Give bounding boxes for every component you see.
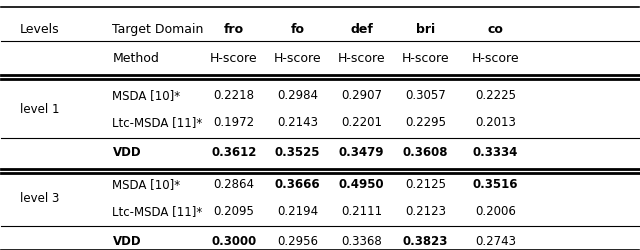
Text: 0.4950: 0.4950 [339,178,385,191]
Text: 0.2095: 0.2095 [213,205,254,218]
Text: 0.3823: 0.3823 [403,235,448,248]
Text: MSDA [10]*: MSDA [10]* [113,178,180,191]
Text: 0.3608: 0.3608 [403,146,448,159]
Text: 0.3368: 0.3368 [341,235,382,248]
Text: 0.2006: 0.2006 [475,205,516,218]
Text: 0.2295: 0.2295 [405,116,446,130]
Text: 0.2125: 0.2125 [405,178,446,191]
Text: 0.2201: 0.2201 [341,116,382,130]
Text: Ltc-MSDA [11]*: Ltc-MSDA [11]* [113,116,203,130]
Text: 0.2956: 0.2956 [277,235,318,248]
Text: Method: Method [113,52,159,65]
Text: VDD: VDD [113,146,141,159]
Text: Target Domain: Target Domain [113,22,204,36]
Text: 0.3000: 0.3000 [211,235,257,248]
Text: 0.2013: 0.2013 [475,116,516,130]
Text: H-score: H-score [338,52,385,65]
Text: fro: fro [224,22,244,36]
Text: level 3: level 3 [20,192,60,205]
Text: level 1: level 1 [20,103,60,116]
Text: 0.2218: 0.2218 [213,89,254,102]
Text: H-score: H-score [401,52,449,65]
Text: 0.2743: 0.2743 [475,235,516,248]
Text: 0.3479: 0.3479 [339,146,384,159]
Text: co: co [488,22,504,36]
Text: 0.2111: 0.2111 [341,205,382,218]
Text: H-score: H-score [472,52,520,65]
Text: 0.2194: 0.2194 [277,205,318,218]
Text: bri: bri [416,22,435,36]
Text: fo: fo [291,22,305,36]
Text: 0.2123: 0.2123 [405,205,446,218]
Text: 0.3334: 0.3334 [473,146,518,159]
Text: 0.3525: 0.3525 [275,146,321,159]
Text: 0.3057: 0.3057 [405,89,445,102]
Text: H-score: H-score [210,52,258,65]
Text: 0.2143: 0.2143 [277,116,318,130]
Text: MSDA [10]*: MSDA [10]* [113,89,180,102]
Text: 0.2984: 0.2984 [277,89,318,102]
Text: 0.3666: 0.3666 [275,178,321,191]
Text: 0.2864: 0.2864 [213,178,254,191]
Text: H-score: H-score [274,52,321,65]
Text: Levels: Levels [20,22,60,36]
Text: 0.3612: 0.3612 [211,146,257,159]
Text: Ltc-MSDA [11]*: Ltc-MSDA [11]* [113,205,203,218]
Text: def: def [350,22,373,36]
Text: 0.1972: 0.1972 [213,116,254,130]
Text: 0.3516: 0.3516 [473,178,518,191]
Text: VDD: VDD [113,235,141,248]
Text: 0.2225: 0.2225 [475,89,516,102]
Text: 0.2907: 0.2907 [341,89,382,102]
